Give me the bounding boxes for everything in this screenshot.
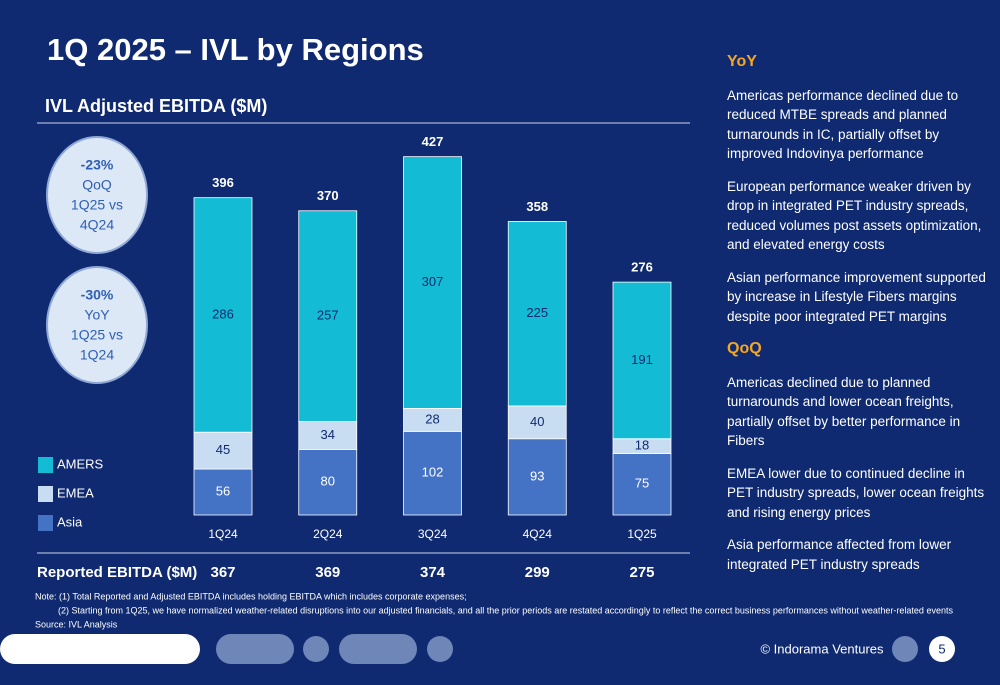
footer-pill <box>0 634 200 664</box>
footer-dot <box>892 636 918 662</box>
total-label: 427 <box>422 134 444 149</box>
reported-value: 275 <box>629 564 654 581</box>
callout-bubble <box>46 266 148 384</box>
paragraph: EMEA lower due to continued decline in P… <box>727 465 985 520</box>
callout-value: -30% <box>81 287 114 303</box>
commentary: YoY Americas performance declined due to … <box>727 48 989 587</box>
bar-segment <box>403 156 462 409</box>
callout-text: 1Q24 <box>80 347 114 363</box>
reported-value: 299 <box>525 564 550 581</box>
bar-segment <box>298 448 358 516</box>
callout-text: YoY <box>84 307 110 323</box>
copyright: © Indorama Ventures <box>760 641 884 656</box>
callout-text: 4Q24 <box>80 217 114 233</box>
section-heading: YoY <box>727 53 757 70</box>
x-tick-label: 2Q24 <box>313 527 343 541</box>
footnote: (2) Starting from 1Q25, we have normaliz… <box>58 605 953 615</box>
bar-segment <box>193 468 253 516</box>
legend-swatch <box>38 457 53 473</box>
paragraph: Americas performance declined due to red… <box>727 87 959 162</box>
footer-dot <box>303 636 329 662</box>
reported-value: 367 <box>210 564 235 581</box>
segment-label: 225 <box>526 305 548 320</box>
bar-segment <box>298 421 358 450</box>
segment-label: 307 <box>422 274 444 289</box>
total-label: 396 <box>212 175 234 190</box>
callout-value: -23% <box>81 157 114 173</box>
legend-label: Asia <box>57 514 83 529</box>
bar-segment <box>507 405 567 440</box>
page-number: 5 <box>938 641 945 656</box>
footer-pill <box>339 634 417 664</box>
slide-title: 1Q 2025 – IVL by Regions <box>47 32 424 67</box>
bar-segment <box>403 430 462 516</box>
callout-bubble <box>46 136 148 254</box>
paragraph: Asian performance improvement supported … <box>727 269 986 324</box>
footer-dot <box>427 636 453 662</box>
x-tick-label: 3Q24 <box>418 527 448 541</box>
total-label: 358 <box>526 199 548 214</box>
bar-segment <box>193 197 253 433</box>
segment-label: 102 <box>422 465 444 480</box>
segment-label: 56 <box>216 483 230 498</box>
reported-value: 369 <box>315 564 340 581</box>
bar-segment <box>612 281 672 440</box>
segment-label: 18 <box>635 438 649 453</box>
footnote: Source: IVL Analysis <box>35 619 118 629</box>
segment-label: 93 <box>530 468 544 483</box>
paragraph: Asia performance affected from lower int… <box>727 537 952 572</box>
bar-segment <box>507 221 567 407</box>
chart-title: IVL Adjusted EBITDA ($M) <box>45 96 267 116</box>
segment-label: 45 <box>216 442 230 457</box>
legend-label: AMERS <box>57 456 104 471</box>
page-badge <box>929 636 955 662</box>
legend-swatch <box>38 515 53 531</box>
x-tick-label: 1Q24 <box>208 527 238 541</box>
bar-segment <box>193 431 253 470</box>
legend-swatch <box>38 486 53 502</box>
segment-label: 257 <box>317 308 339 323</box>
callout-text: QoQ <box>82 177 112 193</box>
segment-label: 28 <box>425 411 439 426</box>
paragraph: Americas declined due to planned turnaro… <box>727 374 961 449</box>
segment-label: 191 <box>631 352 653 367</box>
section-heading: QoQ <box>727 340 762 357</box>
row-label: Reported EBITDA ($M) <box>37 564 197 581</box>
reported-value: 374 <box>420 564 446 581</box>
bar-segment <box>612 453 672 516</box>
total-label: 370 <box>317 188 339 203</box>
segment-label: 80 <box>321 474 335 489</box>
segment-label: 286 <box>212 306 234 321</box>
total-label: 276 <box>631 260 653 275</box>
segment-label: 75 <box>635 476 649 491</box>
bar-segment <box>298 210 358 422</box>
paragraph: European performance weaker driven by dr… <box>727 178 982 253</box>
footer-pill <box>216 634 294 664</box>
segment-label: 40 <box>530 414 544 429</box>
callout-text: 1Q25 vs <box>71 197 123 213</box>
legend-label: EMEA <box>57 485 94 500</box>
x-tick-label: 4Q24 <box>523 527 553 541</box>
segment-label: 34 <box>321 427 335 442</box>
callout-text: 1Q25 vs <box>71 327 123 343</box>
footnote: Note: (1) Total Reported and Adjusted EB… <box>35 591 467 601</box>
x-tick-label: 1Q25 <box>627 527 657 541</box>
